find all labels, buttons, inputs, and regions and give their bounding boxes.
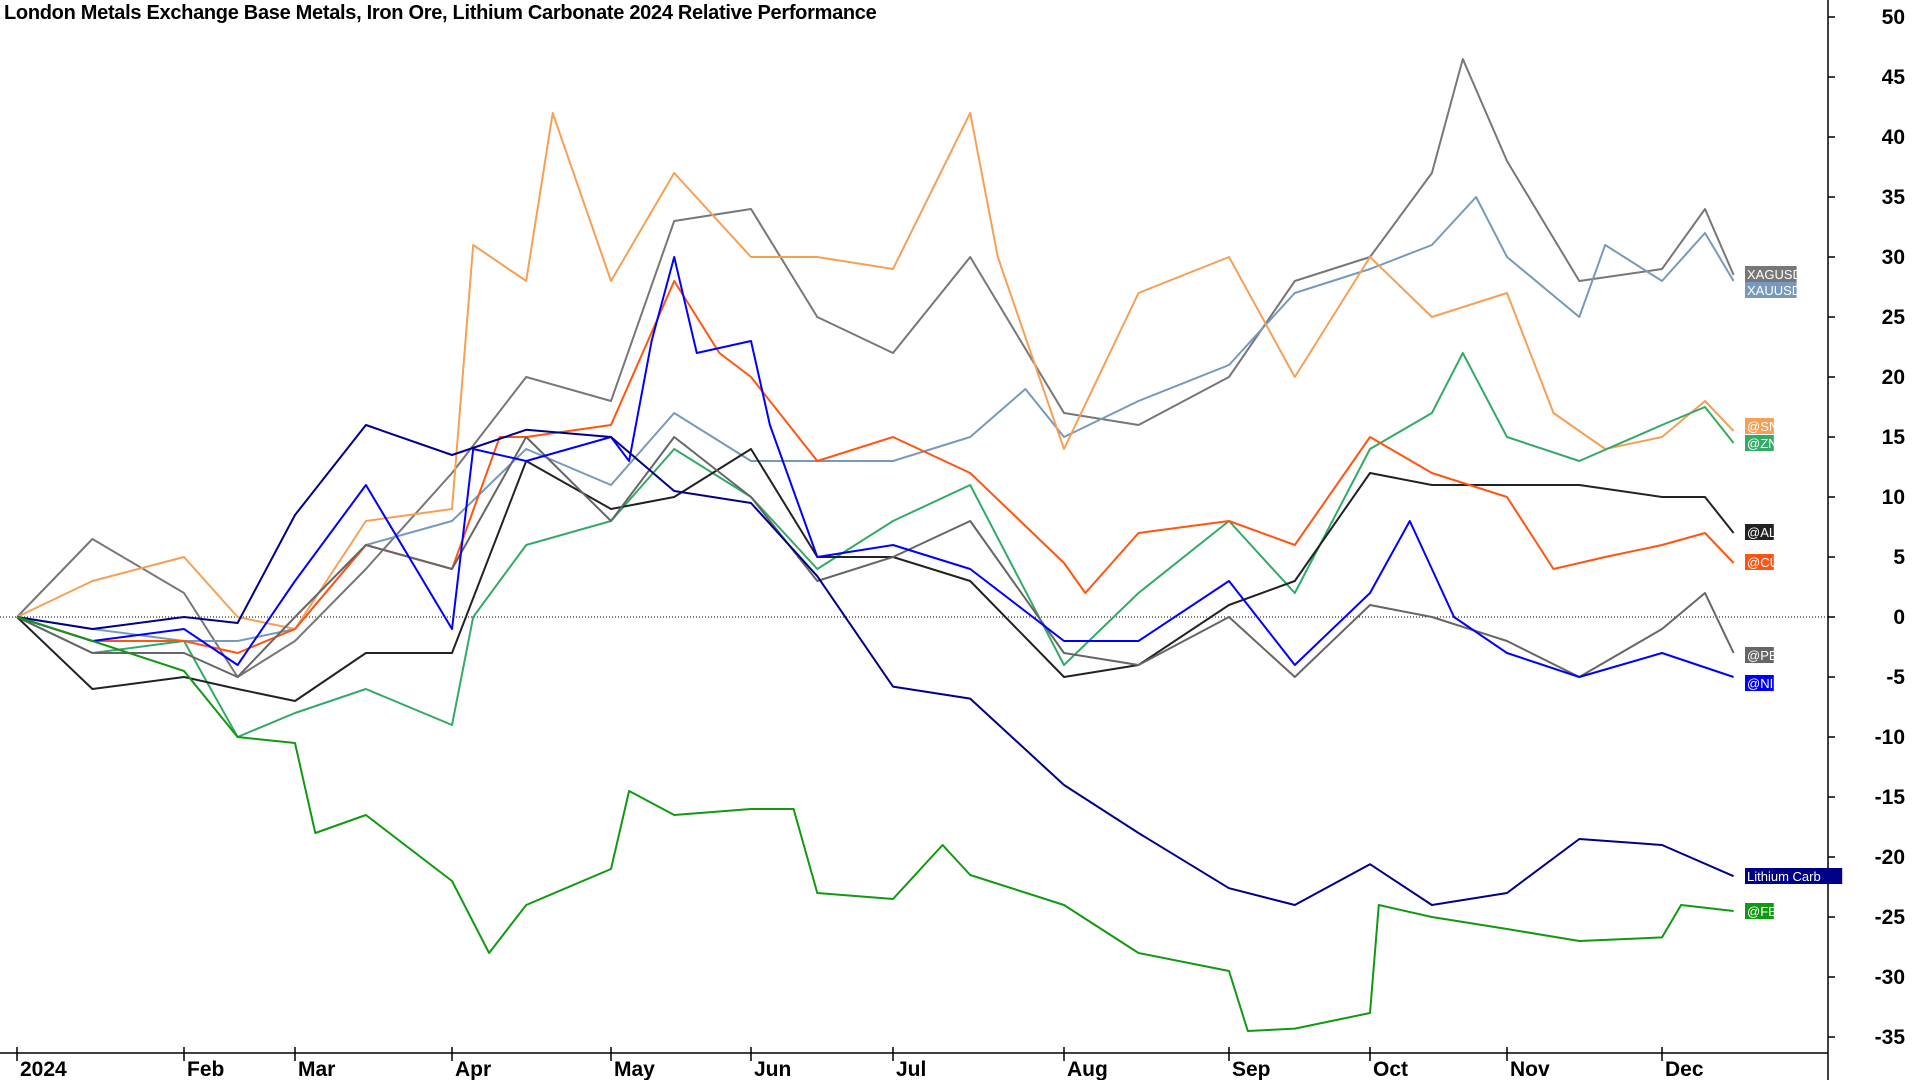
x-tick-label: Dec — [1665, 1058, 1704, 1080]
y-tick-label: -10 — [1875, 726, 1905, 749]
y-tick-label: 15 — [1882, 426, 1906, 449]
series-label-cu: @CU — [1747, 555, 1779, 570]
series-label-pb: @PB — [1747, 648, 1778, 663]
x-tick-label: Apr — [455, 1058, 491, 1080]
series-label-xagusd: XAGUSD — [1747, 267, 1802, 282]
series-label-lithium-carb: Lithium Carb — [1747, 869, 1821, 884]
series-label-bg-fe — [1745, 903, 1774, 919]
y-tick-label: 20 — [1882, 366, 1905, 389]
series-label-sn: @SN — [1747, 419, 1778, 434]
y-tick-label: 50 — [1882, 6, 1905, 29]
series-label-bg-pb — [1745, 647, 1774, 663]
series-label-bg-cu — [1745, 554, 1774, 570]
series-label-bg-al — [1745, 524, 1774, 540]
series-label-zn: @ZN — [1747, 436, 1778, 451]
series-line-lithium-carb — [16, 424, 1734, 906]
y-tick-label: -25 — [1875, 906, 1906, 929]
y-tick-label: 30 — [1882, 246, 1905, 269]
x-tick-label: Jun — [754, 1058, 791, 1080]
series-label-bg-xagusd — [1745, 266, 1797, 282]
y-tick-label: -5 — [1886, 666, 1905, 689]
x-tick-label: May — [614, 1058, 655, 1080]
series-line-ni — [16, 256, 1734, 678]
y-tick-label: 0 — [1893, 606, 1905, 629]
y-tick-label: 45 — [1882, 66, 1906, 89]
y-tick-label: -30 — [1875, 966, 1905, 989]
x-tick-label: Jul — [896, 1058, 926, 1080]
x-tick-label: Nov — [1510, 1058, 1550, 1080]
y-tick-label: 5 — [1893, 546, 1905, 569]
chart-title: London Metals Exchange Base Metals, Iron… — [4, 2, 877, 24]
y-tick-label: -20 — [1875, 846, 1905, 869]
series-label-bg-ni — [1745, 675, 1774, 691]
x-tick-label: Aug — [1067, 1058, 1108, 1080]
x-tick-label: Oct — [1373, 1058, 1408, 1080]
series-label-xauusd: XAUUSD — [1747, 283, 1801, 298]
series-label-bg-zn — [1745, 435, 1774, 451]
series-line-pb — [16, 436, 1735, 678]
x-tick-label: Feb — [187, 1058, 224, 1080]
series-line-xagusd — [16, 58, 1735, 678]
series-label-fe: @FE — [1747, 904, 1777, 919]
series-label-al: @AL — [1747, 525, 1776, 540]
y-tick-label: 35 — [1882, 186, 1906, 209]
series-line-xauusd — [16, 196, 1735, 642]
y-tick-label: 10 — [1882, 486, 1905, 509]
series-label-ni: @NI — [1747, 676, 1773, 691]
series-label-bg-xauusd — [1745, 282, 1797, 298]
series-line-sn — [16, 112, 1735, 630]
x-tick-label: Mar — [298, 1058, 335, 1080]
y-tick-label: -15 — [1875, 786, 1906, 809]
y-tick-label: 25 — [1882, 306, 1906, 329]
series-line-fe — [16, 616, 1734, 1032]
series-line-cu — [16, 280, 1735, 654]
y-tick-label: -35 — [1875, 1026, 1906, 1049]
x-tick-label: Sep — [1232, 1058, 1271, 1080]
y-tick-label: 40 — [1882, 126, 1905, 149]
series-label-bg-sn — [1745, 418, 1774, 434]
x-tick-label: 2024 — [20, 1058, 67, 1080]
series-label-bg-lithium-carb — [1745, 868, 1843, 884]
series-line-zn — [16, 352, 1735, 738]
